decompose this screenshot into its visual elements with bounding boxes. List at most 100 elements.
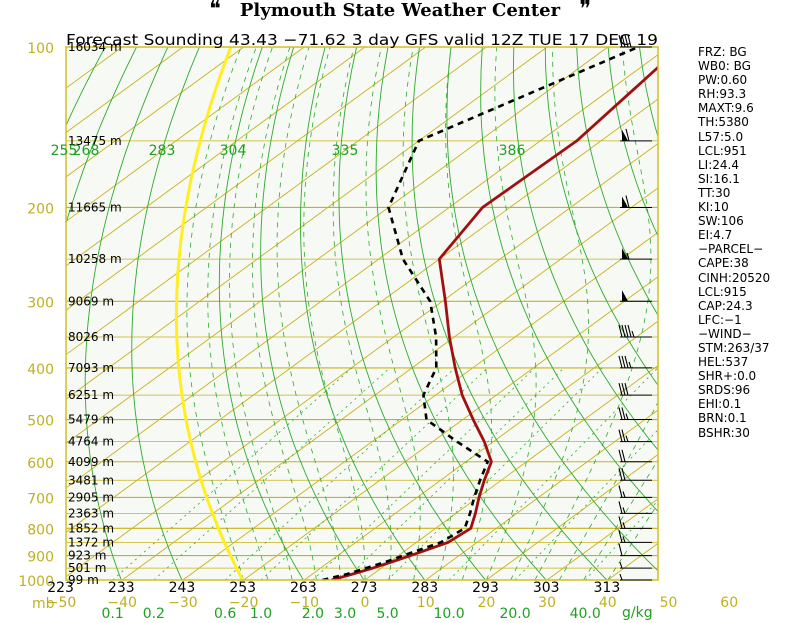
- wind-barb: [618, 485, 652, 498]
- height-label: 8026 m: [68, 330, 114, 344]
- dry-adiabat: [218, 47, 304, 580]
- pressure-tick-label: 400: [27, 362, 54, 378]
- pressure-tick-label: 200: [27, 201, 54, 217]
- isotherm: [66, 47, 609, 445]
- temperature-tick-label: −40: [107, 595, 137, 611]
- isotherm: [66, 142, 658, 578]
- theta-label: 293: [472, 580, 499, 596]
- index-item: −PARCEL−: [698, 242, 764, 257]
- pressure-tick-label: 500: [27, 414, 54, 430]
- moist-adiabat: [207, 47, 269, 580]
- temperature-tick-label: 20: [477, 595, 495, 611]
- dry-adiabat: [84, 47, 169, 580]
- moist-adiabat: [252, 47, 317, 580]
- index-item: CINH:20520: [698, 270, 771, 285]
- mixing-ratio-label: 20.0: [499, 606, 530, 622]
- index-item: EI:4.7: [698, 228, 733, 243]
- height-label: 1372 m: [68, 535, 114, 549]
- isotherm: [66, 98, 658, 533]
- isotherm: [66, 47, 487, 356]
- theta-e-label: 255: [51, 143, 78, 159]
- index-item: STM:263/37: [698, 340, 770, 355]
- isotherm: [66, 47, 548, 400]
- moist-adiabat: [445, 47, 492, 580]
- dry-adiabat: [375, 47, 547, 580]
- wind-barb: [618, 449, 652, 463]
- mixing-ratio-label: 1.0: [250, 606, 272, 622]
- index-item: CAP:24.3: [698, 298, 753, 313]
- pressure-tick-label: 900: [27, 550, 54, 566]
- plot-area: [66, 47, 658, 580]
- height-label: 501 m: [68, 561, 106, 575]
- index-item: RH:93.3: [698, 87, 747, 102]
- height-label: 10258 m: [68, 252, 122, 266]
- isotherm: [486, 453, 658, 580]
- plot-border: [65, 46, 659, 581]
- isotherm: [121, 187, 658, 580]
- height-label: 16034 m: [68, 40, 122, 54]
- index-item: SRDS:96: [698, 383, 751, 398]
- theta-label: 303: [533, 580, 560, 596]
- index-item: BSHR:30: [698, 425, 750, 440]
- wind-barb: [620, 195, 652, 208]
- reference-curve: [174, 47, 245, 580]
- wind-barb: [618, 516, 652, 529]
- isotherm: [243, 276, 658, 580]
- pressure-tick-label: 300: [27, 295, 54, 311]
- wind-barb: [620, 290, 652, 302]
- mixing-ratio-label: 0.2: [143, 606, 165, 622]
- temperature-tick-label: 40: [599, 595, 617, 611]
- isotherm: [66, 47, 426, 311]
- dry-adiabat: [300, 47, 426, 580]
- height-label: 2905 m: [68, 490, 114, 504]
- dry-adiabat: [260, 47, 365, 580]
- theta-label: 283: [411, 580, 438, 596]
- wind-barb: [620, 248, 652, 260]
- theta-e-label: 268: [73, 143, 100, 159]
- index-item: TH:5380: [698, 115, 749, 130]
- index-item: SW:106: [698, 214, 744, 229]
- height-label: 13475 m: [68, 134, 122, 148]
- wind-barb: [618, 355, 652, 369]
- theta-label: 223: [47, 580, 74, 596]
- height-label: 4764 m: [68, 435, 114, 449]
- temperature-tick-label: 50: [660, 595, 678, 611]
- profiles: [174, 47, 658, 580]
- theta-e-label: 335: [332, 143, 359, 159]
- index-item: L57:5.0: [698, 129, 744, 144]
- mixing-ratio-label: 5.0: [376, 606, 398, 622]
- pressure-unit: mb: [32, 596, 55, 612]
- pressure-tick-label: 800: [27, 522, 54, 538]
- wind-barb: [618, 34, 652, 48]
- isotherm: [304, 320, 658, 580]
- height-label: 5479 m: [68, 413, 114, 427]
- isotherm: [66, 47, 305, 222]
- wind-barb: [618, 429, 652, 443]
- theta-e-label: 283: [149, 143, 176, 159]
- pressure-tick-label: 1000: [18, 574, 54, 590]
- isotherm: [425, 409, 658, 580]
- index-item: LFC:−1: [698, 312, 742, 327]
- mixing-ratio-label: 10.0: [434, 606, 465, 622]
- height-label: 7093 m: [68, 361, 114, 375]
- wind-barb: [618, 543, 652, 557]
- wind-barb: [619, 561, 652, 569]
- wind-barb: [618, 501, 652, 514]
- index-item: PW:0.60: [698, 73, 748, 88]
- temperature-tick-label: 60: [720, 595, 738, 611]
- mixing-ratio-label: 0.1: [102, 606, 124, 622]
- index-item: HEL:537: [698, 355, 749, 370]
- wind-barb: [618, 530, 652, 543]
- height-label: 11665 m: [68, 200, 122, 214]
- mixing-ratio-line: [514, 429, 658, 580]
- temperature-line: [331, 65, 658, 580]
- mixing-ratio-label: 40.0: [570, 606, 601, 622]
- mixing-ratio-label: 3.0: [334, 606, 356, 622]
- moist-adiabat: [303, 47, 366, 580]
- index-item: CAPE:38: [698, 256, 749, 271]
- dewpoint-line: [322, 47, 639, 580]
- theta-label: 263: [290, 580, 317, 596]
- moist-adiabat: [583, 459, 658, 580]
